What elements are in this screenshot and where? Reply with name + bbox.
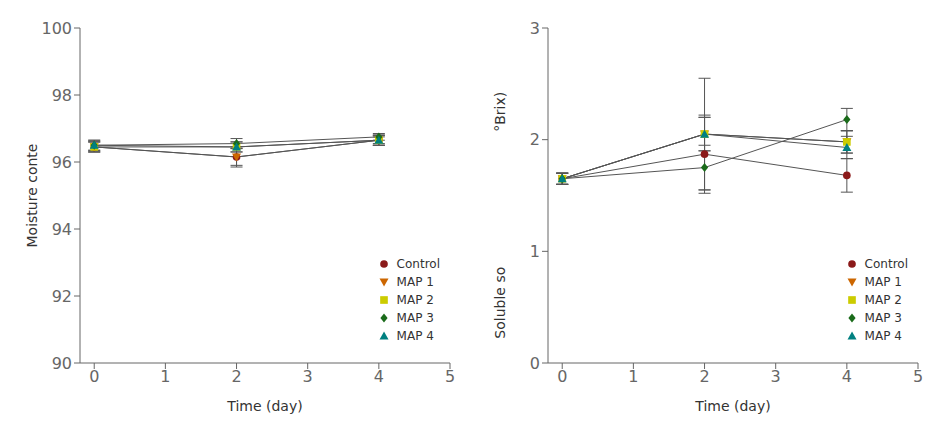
svg-text:1: 1 <box>530 242 540 261</box>
svg-text:Soluble so: Soluble so <box>492 267 508 339</box>
svg-text:96: 96 <box>52 153 72 172</box>
html-text:MAP 2: MAP 2 <box>864 293 902 307</box>
svg-text:Time (day): Time (day) <box>694 398 770 414</box>
svg-text:3: 3 <box>771 367 781 386</box>
html-text:MAP 3: MAP 3 <box>864 311 902 325</box>
svg-text:1: 1 <box>160 367 170 386</box>
svg-text:100: 100 <box>41 19 72 38</box>
svg-text:2: 2 <box>530 130 540 149</box>
html-text:MAP 2: MAP 2 <box>396 293 434 307</box>
html-text:Control: Control <box>396 257 440 271</box>
svg-text:5: 5 <box>445 367 455 386</box>
svg-text:4: 4 <box>842 367 852 386</box>
svg-text:2: 2 <box>231 367 241 386</box>
svg-text:5: 5 <box>913 367 923 386</box>
svg-text:1: 1 <box>628 367 638 386</box>
html-text:MAP 1: MAP 1 <box>864 275 902 289</box>
svg-text:92: 92 <box>52 287 72 306</box>
html-text:MAP 3: MAP 3 <box>396 311 434 325</box>
svg-text:3: 3 <box>530 19 540 38</box>
svg-text:Moisture conte: Moisture conte <box>24 144 40 248</box>
svg-text:94: 94 <box>52 220 72 239</box>
html-text:MAP 4: MAP 4 <box>396 329 434 343</box>
svg-text:0: 0 <box>530 354 540 373</box>
html-text:Control: Control <box>864 257 908 271</box>
svg-text:0: 0 <box>89 367 99 386</box>
svg-text:°Brix): °Brix) <box>492 92 508 132</box>
html-text:MAP 1: MAP 1 <box>396 275 434 289</box>
svg-text:3: 3 <box>303 367 313 386</box>
svg-text:98: 98 <box>52 86 72 105</box>
svg-text:0: 0 <box>557 367 567 386</box>
svg-text:90: 90 <box>52 354 72 373</box>
svg-text:4: 4 <box>374 367 384 386</box>
html-text:MAP 4: MAP 4 <box>864 329 902 343</box>
svg-text:Time (day): Time (day) <box>226 398 302 414</box>
svg-text:2: 2 <box>699 367 709 386</box>
